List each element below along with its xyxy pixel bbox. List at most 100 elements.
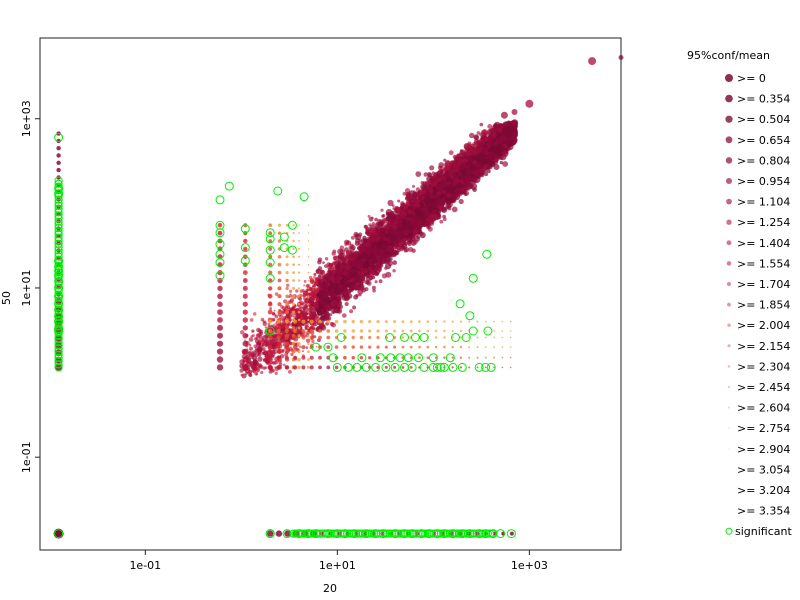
data-point: [487, 140, 493, 145]
data-point: [301, 350, 305, 353]
data-point: [482, 129, 488, 135]
data-point: [290, 352, 294, 357]
data-point: [366, 228, 372, 235]
data-point: [423, 172, 429, 177]
data-point: [370, 264, 376, 270]
data-point: [304, 303, 307, 307]
data-point: [448, 150, 454, 156]
data-point: [502, 161, 509, 167]
data-point: [318, 298, 325, 305]
data-point: [332, 249, 337, 254]
data-point: [497, 151, 502, 156]
data-point: [383, 223, 389, 229]
data-point: [365, 241, 372, 248]
data-point: [442, 217, 447, 222]
data-point: [240, 330, 245, 335]
data-point: [457, 171, 462, 177]
data-point: [396, 215, 400, 220]
data-point: [353, 250, 357, 254]
data-point: [407, 243, 412, 247]
data-point: [303, 300, 307, 305]
data-point: [352, 271, 358, 277]
data-point: [274, 352, 277, 355]
data-point: [342, 313, 347, 318]
data-point: [499, 146, 506, 153]
data-point: [441, 181, 449, 188]
data-point: [309, 296, 316, 302]
data-point: [279, 314, 284, 319]
data-point: [431, 171, 436, 175]
data-point: [305, 338, 311, 344]
data-point: [479, 168, 484, 174]
data-point: [295, 314, 299, 317]
data-point: [315, 268, 322, 275]
data-point: [302, 306, 307, 311]
data-point: [252, 312, 257, 316]
data-point: [442, 189, 447, 194]
data-point: [463, 180, 471, 187]
data-point: [381, 214, 386, 218]
data-point: [305, 346, 309, 349]
data-point: [366, 274, 371, 278]
data-point: [354, 254, 359, 258]
data-point: [322, 261, 325, 264]
data-point: [248, 337, 254, 342]
data-point: [466, 143, 472, 149]
data-point: [397, 230, 403, 236]
data-point: [332, 310, 336, 314]
data-point: [257, 356, 263, 362]
data-point: [373, 244, 377, 249]
data-point: [490, 145, 498, 153]
data-point: [370, 248, 375, 253]
data-point: [384, 266, 388, 270]
data-point: [348, 245, 353, 250]
data-point: [260, 342, 265, 348]
data-point: [264, 326, 268, 329]
data-point: [435, 210, 440, 214]
data-point: [411, 196, 417, 202]
data-point: [390, 219, 395, 224]
data-point: [316, 297, 320, 301]
data-point: [251, 352, 256, 357]
data-point: [311, 285, 315, 289]
data-point: [429, 165, 435, 171]
data-point: [487, 124, 493, 129]
data-point: [488, 135, 494, 141]
data-point: [439, 219, 444, 224]
plot-area: [53, 55, 624, 539]
data-point: [248, 372, 253, 377]
data-point: [337, 283, 345, 291]
data-point: [414, 207, 420, 214]
data-point: [370, 260, 375, 265]
data-point: [405, 195, 411, 202]
data-point: [255, 333, 261, 338]
data-point: [352, 305, 357, 310]
data-point: [404, 188, 411, 194]
data-point: [378, 279, 383, 284]
data-point: [281, 310, 285, 314]
data-point: [400, 211, 404, 215]
data-point: [382, 240, 389, 247]
data-point: [317, 283, 321, 288]
data-point: [407, 232, 413, 238]
data-point: [445, 202, 451, 209]
data-point: [423, 220, 430, 227]
data-point: [458, 198, 464, 205]
data-point: [419, 232, 426, 239]
data-point: [248, 343, 252, 347]
data-point: [431, 175, 436, 180]
data-point: [378, 232, 385, 239]
data-point: [357, 270, 364, 277]
data-point: [274, 366, 277, 369]
data-point: [448, 185, 456, 193]
data-point: [309, 292, 314, 296]
data-point: [239, 368, 244, 373]
data-point: [499, 160, 504, 165]
data-point: [251, 364, 255, 368]
data-point: [289, 289, 293, 293]
data-point: [273, 323, 276, 326]
data-point: [378, 263, 384, 268]
data-point: [329, 295, 333, 299]
data-point: [377, 255, 381, 259]
